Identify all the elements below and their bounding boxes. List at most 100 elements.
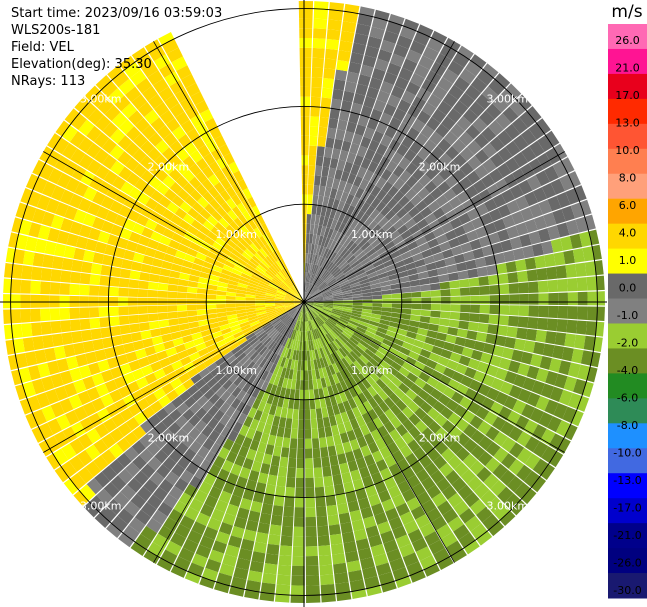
- radar-gate: [296, 468, 305, 479]
- radar-gate: [189, 440, 202, 454]
- radar-gate: [359, 213, 370, 225]
- radar-gate: [191, 332, 203, 341]
- radar-gate: [37, 362, 51, 378]
- radar-gate: [428, 352, 441, 363]
- radar-gate: [231, 268, 243, 276]
- radar-gate: [286, 408, 294, 419]
- radar-gate: [198, 367, 211, 379]
- radar-gate: [317, 315, 325, 324]
- radar-gate: [304, 360, 308, 371]
- radar-gate: [92, 191, 106, 206]
- radar-gate: [199, 208, 212, 220]
- radar-gate: [305, 253, 309, 264]
- radar-gate: [94, 471, 111, 488]
- radar-gate: [367, 385, 378, 397]
- radar-gate: [54, 385, 69, 401]
- radar-gate: [202, 261, 214, 270]
- radar-gate: [331, 328, 341, 337]
- radar-gate: [123, 342, 135, 354]
- radar-gate: [133, 133, 148, 148]
- radar-gate: [352, 133, 363, 146]
- radar-gate: [355, 23, 371, 36]
- radar-gate: [332, 88, 344, 101]
- radar-gate: [346, 173, 357, 185]
- radar-gate: [45, 150, 62, 167]
- radar-gate: [347, 397, 357, 410]
- radar-gate: [274, 296, 285, 300]
- radar-gate: [234, 433, 246, 446]
- radar-gate: [202, 334, 214, 343]
- radar-gate: [123, 500, 141, 517]
- radar-gate: [147, 289, 158, 298]
- radar-gate: [216, 303, 226, 309]
- radar-gate: [260, 582, 276, 594]
- radar-gate: [117, 135, 133, 151]
- radar-gate: [406, 474, 421, 489]
- radar-gate: [454, 336, 467, 347]
- radar-gate: [366, 117, 379, 131]
- colorbar-cell: [608, 24, 647, 50]
- radar-gate: [251, 339, 261, 349]
- radar-gate: [291, 565, 305, 576]
- radar-gate: [382, 385, 394, 397]
- radar-gate: [409, 246, 421, 257]
- radar-gate: [339, 247, 349, 258]
- radar-gate: [327, 263, 336, 273]
- radar-gate: [260, 370, 270, 381]
- radar-gate: [437, 556, 454, 571]
- radar-gate: [432, 400, 446, 414]
- radar-gate: [268, 283, 279, 290]
- radar-gate: [330, 266, 340, 275]
- radar-gate: [79, 224, 92, 238]
- radar-gate: [312, 305, 323, 311]
- radar-gate: [160, 549, 178, 565]
- radar-gate: [449, 280, 460, 289]
- radar-gate: [451, 391, 465, 404]
- radar-gate: [305, 536, 318, 547]
- radar-gate: [228, 161, 240, 174]
- radar-gate: [329, 283, 340, 290]
- range-ring-label: 1.00km: [215, 364, 257, 377]
- radar-gate: [299, 37, 312, 48]
- radar-gate: [347, 339, 357, 348]
- radar-gate: [509, 184, 524, 200]
- radar-gate: [355, 251, 366, 260]
- radar-gate: [364, 575, 380, 589]
- radar-gate: [558, 292, 569, 306]
- radar-gate: [359, 178, 370, 191]
- radar-gate: [398, 157, 411, 170]
- radar-gate: [435, 259, 447, 269]
- radar-gate: [241, 393, 252, 405]
- radar-gate: [287, 457, 297, 469]
- radar-gate: [109, 144, 125, 160]
- radar-gate: [219, 413, 231, 426]
- radar-gate: [355, 210, 365, 222]
- radar-gate: [370, 429, 382, 442]
- radar-gate: [259, 318, 270, 325]
- radar-gate: [390, 361, 402, 372]
- range-ring-label: 3.00km: [80, 499, 122, 512]
- radar-gate: [199, 383, 211, 395]
- radar-gate: [230, 397, 242, 410]
- radar-gate: [324, 58, 337, 70]
- radar-gate: [299, 311, 303, 322]
- radar-gate: [324, 426, 333, 438]
- radar-gate: [316, 279, 325, 288]
- radar-gate: [577, 364, 591, 381]
- radar-gate: [488, 120, 504, 136]
- radar-gate: [295, 379, 301, 390]
- radar-gate: [338, 347, 347, 358]
- radar-gate: [310, 308, 318, 317]
- radar-gate: [399, 183, 412, 196]
- radar-gate: [159, 326, 171, 336]
- radar-gate: [256, 344, 266, 354]
- radar-gate: [441, 485, 457, 500]
- radar-gate: [381, 294, 392, 299]
- radar-gate: [353, 93, 366, 106]
- radar-gate: [132, 455, 147, 470]
- radar-gate: [388, 516, 403, 531]
- radar-gate: [239, 238, 250, 249]
- radar-gate: [114, 214, 128, 228]
- radar-gate: [330, 229, 338, 241]
- radar-gate: [318, 245, 324, 256]
